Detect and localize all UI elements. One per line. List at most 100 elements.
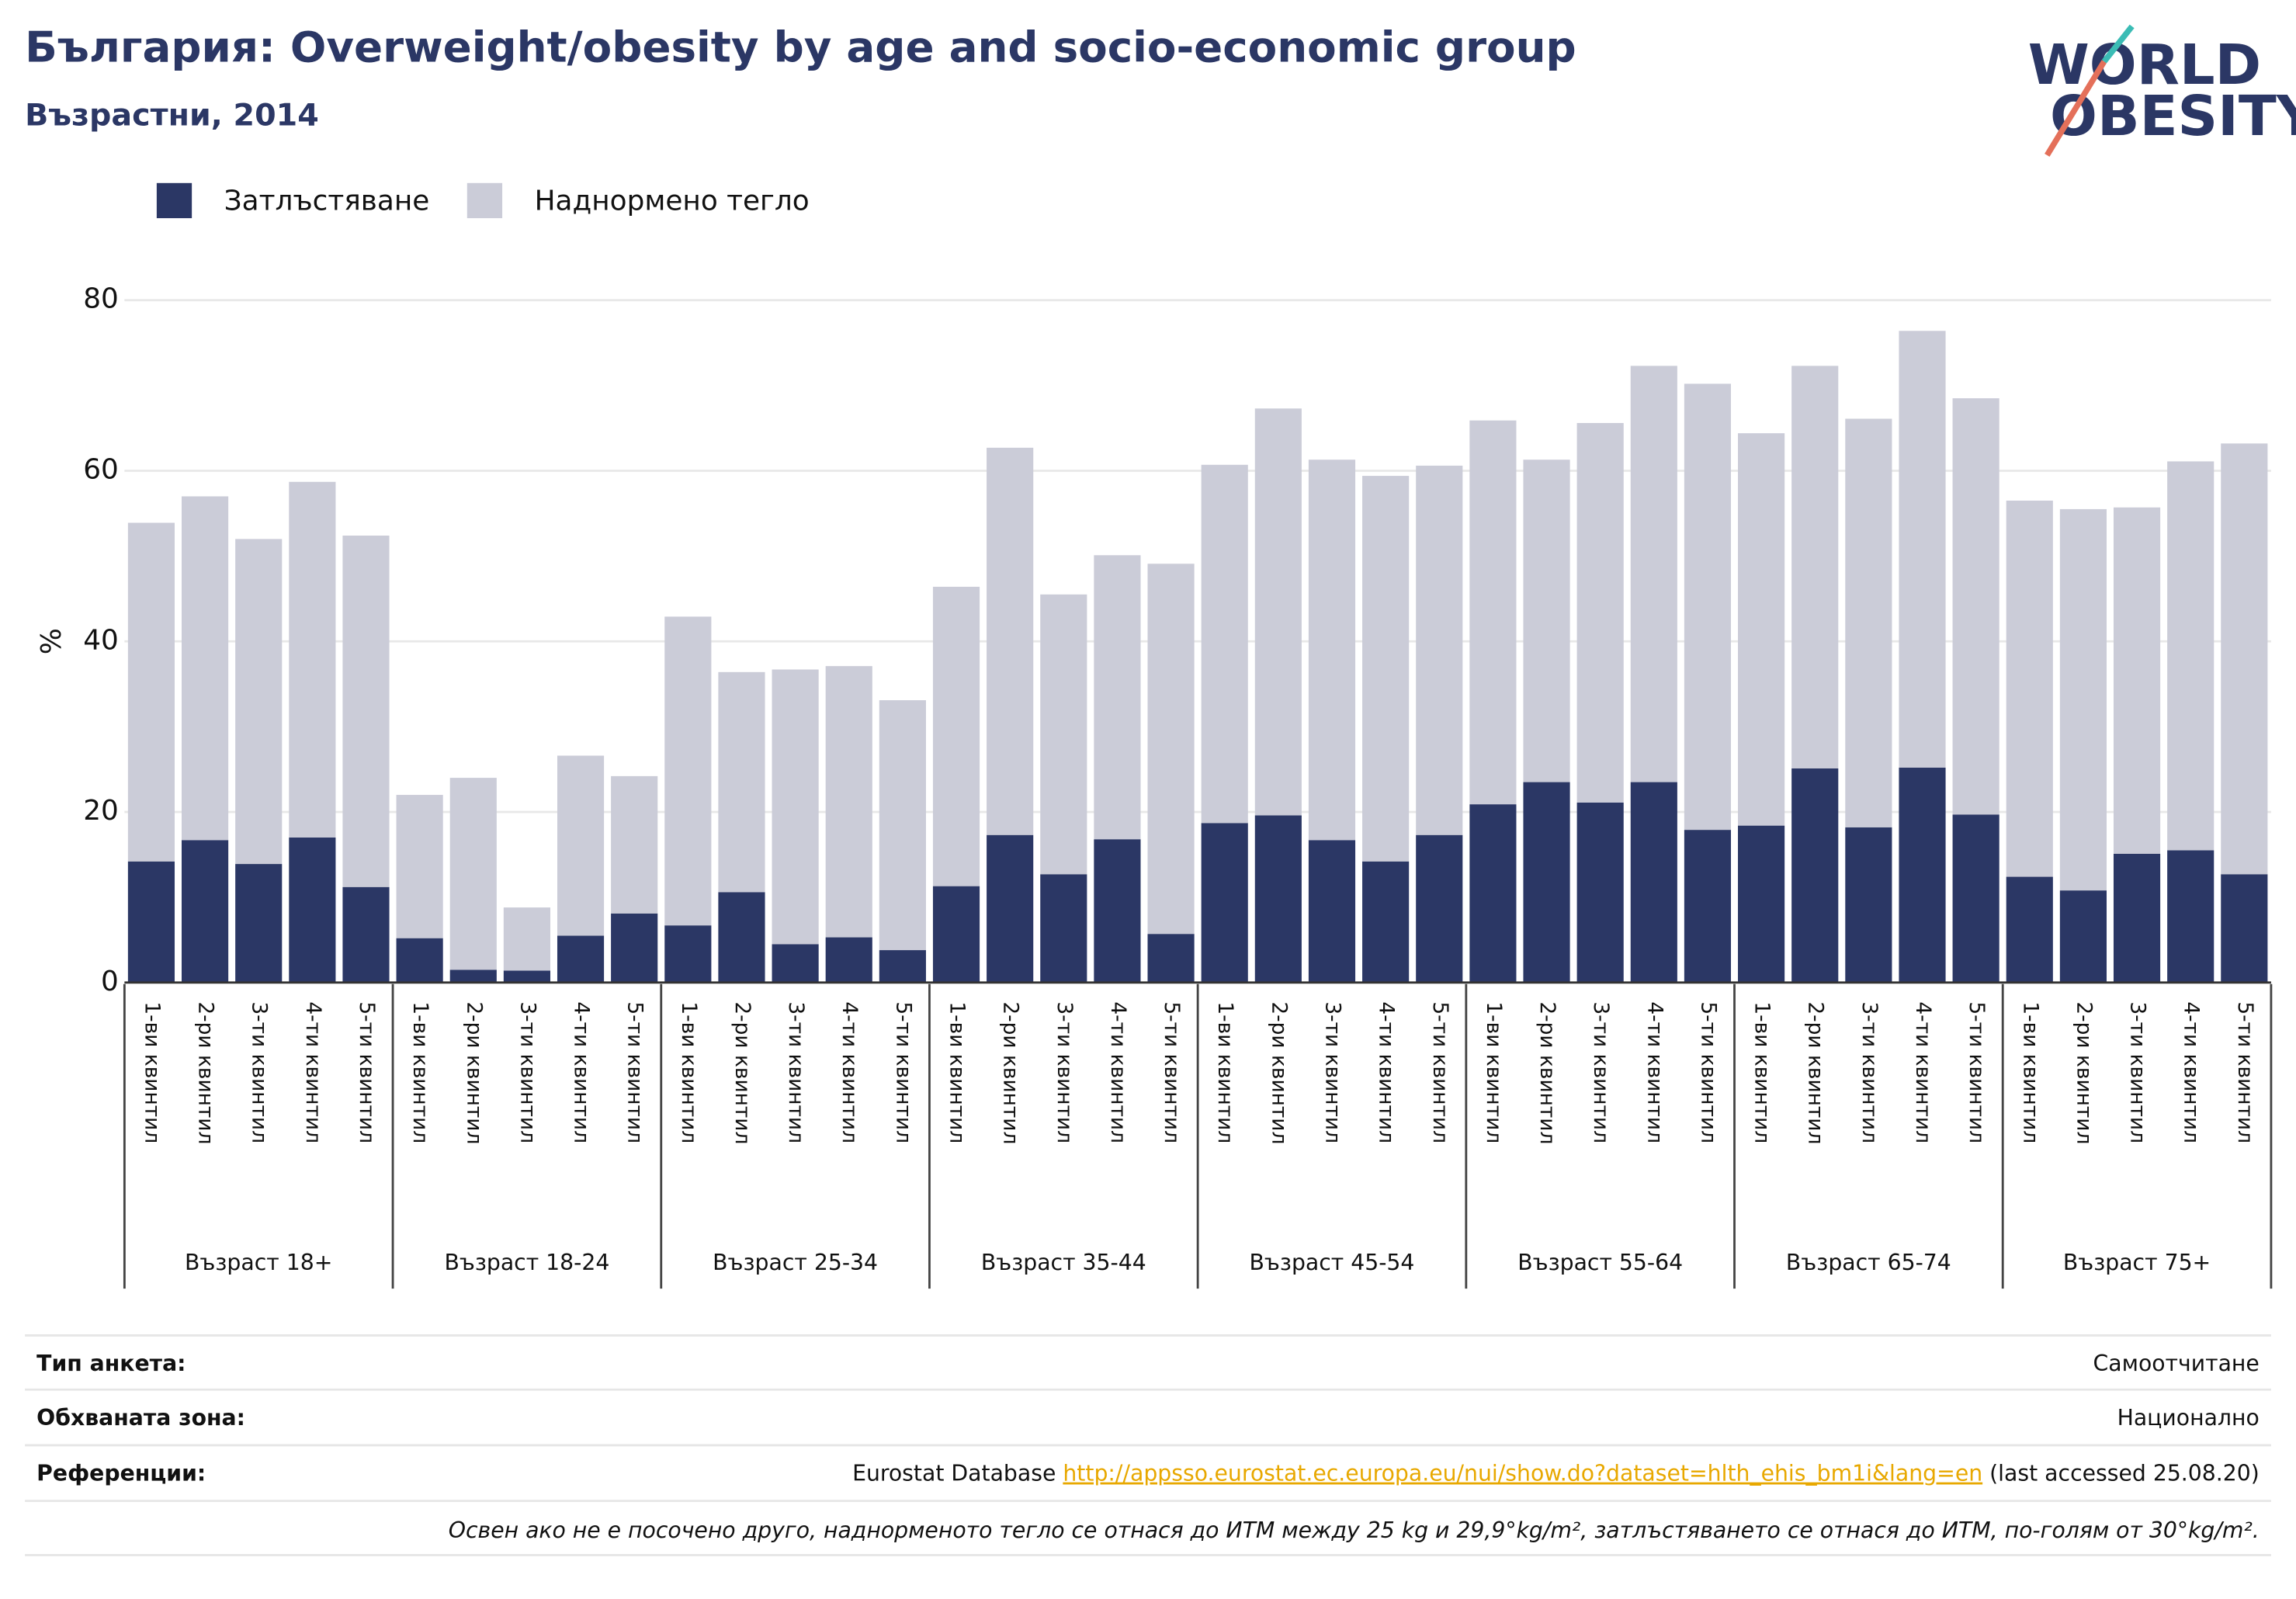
legend-label: Наднормено тегло xyxy=(535,185,810,217)
group-label: Възраст 25-34 xyxy=(713,1250,878,1275)
bar-segment xyxy=(1845,827,1892,983)
footer-note: Освен ако не е посочено друго, наднормен… xyxy=(449,1517,2260,1543)
chart-subtitle: Възрастни, 2014 xyxy=(25,97,319,133)
x-tick-label: 3-ти квинтил xyxy=(1857,1001,1882,1143)
bar-segment xyxy=(879,700,926,951)
bar-segment xyxy=(2006,876,2053,983)
bar-segment xyxy=(2221,443,2268,875)
x-tick-label: 3-ти квинтил xyxy=(248,1001,272,1143)
bar-segment xyxy=(503,970,550,983)
logo-text: WORLD xyxy=(2028,32,2261,97)
y-tick-label: 0 xyxy=(101,966,119,997)
x-tick-label: 1-ви квинтил xyxy=(408,1001,432,1143)
bar-segment xyxy=(557,935,605,983)
y-tick-label: 40 xyxy=(83,624,119,656)
legend-swatch xyxy=(466,182,503,219)
x-tick-label: 4-ти квинтил xyxy=(1642,1001,1667,1143)
bar-segment xyxy=(1040,594,1087,875)
bar-segment xyxy=(664,925,712,983)
bar-segment xyxy=(342,886,390,983)
x-tick-label: 2-ри квинтил xyxy=(999,1001,1023,1144)
bar-segment xyxy=(1952,398,1999,815)
bar-segment xyxy=(342,536,390,887)
bar-segment xyxy=(772,669,819,945)
bar-segment xyxy=(1684,830,1732,983)
logo-text: OBESITY xyxy=(2050,83,2296,148)
group-label: Възраст 75+ xyxy=(2063,1250,2211,1275)
x-tick-label: 4-ти квинтил xyxy=(2180,1001,2204,1143)
legend-swatch xyxy=(156,182,192,219)
logo-slash xyxy=(2045,60,2107,157)
x-tick-label: 3-ти квинтил xyxy=(1320,1001,1344,1143)
bar-segment xyxy=(127,522,175,862)
x-tick-label: 4-ти квинтил xyxy=(570,1001,594,1143)
bar-segment xyxy=(1094,839,1141,983)
bar-segment xyxy=(182,840,229,983)
bar-segment xyxy=(1469,420,1517,805)
bar-segment xyxy=(772,944,819,983)
bar-segment xyxy=(1362,861,1410,983)
x-tick-label: 4-ти квинтил xyxy=(838,1001,862,1143)
bar-segment xyxy=(2006,500,2053,877)
bar-segment xyxy=(1845,418,1892,827)
bar-segment xyxy=(1040,874,1087,983)
bar-segment xyxy=(1523,460,1570,782)
bar-segment xyxy=(1630,782,1677,983)
footer-label: Обхваната зона: xyxy=(36,1405,245,1431)
bar-segment xyxy=(235,864,283,983)
bar-segment xyxy=(1308,460,1356,841)
x-tick-label: 1-ви квинтил xyxy=(1750,1001,1774,1143)
bar-segment xyxy=(825,937,872,983)
footer-link[interactable]: http://appsso.eurostat.ec.europa.eu/nui/… xyxy=(1063,1461,1982,1486)
x-tick-label: 3-ти квинтил xyxy=(1589,1001,1613,1143)
bar-segment xyxy=(718,671,765,893)
bar-segment xyxy=(2059,508,2107,891)
bar-segment xyxy=(1952,814,1999,983)
bar-segment xyxy=(1147,564,1195,935)
x-tick-label: 1-ви квинтил xyxy=(677,1001,701,1143)
group-label: Възраст 45-54 xyxy=(1250,1250,1415,1275)
bar-segment xyxy=(825,666,872,938)
bar-segment xyxy=(1899,767,1946,983)
x-tick-label: 4-ти квинтил xyxy=(301,1001,325,1143)
x-tick-label: 5-ти квинтил xyxy=(1696,1001,1720,1143)
group-label: Възраст 18+ xyxy=(185,1250,332,1275)
bar-segment xyxy=(1147,934,1195,983)
x-tick-label: 1-ви квинтил xyxy=(1213,1001,1237,1143)
x-tick-label: 4-ти квинтил xyxy=(1911,1001,1935,1143)
bar-segment xyxy=(2221,874,2268,983)
group-label: Възраст 18-24 xyxy=(444,1250,609,1275)
bar-segment xyxy=(932,886,980,983)
group-label: Възраст 35-44 xyxy=(981,1250,1146,1275)
bar-segment xyxy=(987,834,1034,983)
bar-segment xyxy=(664,616,712,926)
bar-segment xyxy=(1469,804,1517,983)
bar-segment xyxy=(1308,840,1356,983)
bar-segment xyxy=(1791,366,1839,768)
bar-segment xyxy=(1201,823,1248,983)
x-tick-label: 5-ти квинтил xyxy=(355,1001,379,1143)
bar-segment xyxy=(879,950,926,983)
bar-segment xyxy=(182,496,229,841)
y-tick-label: 60 xyxy=(83,453,119,485)
x-tick-label: 2-ри квинтил xyxy=(462,1001,486,1144)
bar-segment xyxy=(557,755,605,936)
bar-segment xyxy=(1416,834,1463,983)
footer-value: Eurostat Database http://appsso.eurostat… xyxy=(852,1461,2260,1486)
y-tick-label: 80 xyxy=(83,283,119,315)
x-tick-label: 4-ти квинтил xyxy=(1375,1001,1399,1143)
bar-segment xyxy=(289,838,336,983)
logo-slash xyxy=(2101,24,2135,64)
x-tick-label: 2-ри квинтил xyxy=(1267,1001,1291,1144)
x-tick-label: 5-ти квинтил xyxy=(1965,1001,1989,1143)
x-tick-label: 4-ти квинтил xyxy=(1106,1001,1130,1143)
bar-segment xyxy=(2167,461,2214,851)
footer-suffix: (last accessed 25.08.20) xyxy=(1989,1461,2260,1486)
bar-segment xyxy=(611,775,658,914)
bar-segment xyxy=(1254,408,1302,816)
group-label: Възраст 55-64 xyxy=(1517,1250,1683,1275)
bar-segment xyxy=(1523,782,1570,983)
x-tick-label: 5-ти квинтил xyxy=(1160,1001,1184,1143)
bar-segment xyxy=(503,907,550,971)
